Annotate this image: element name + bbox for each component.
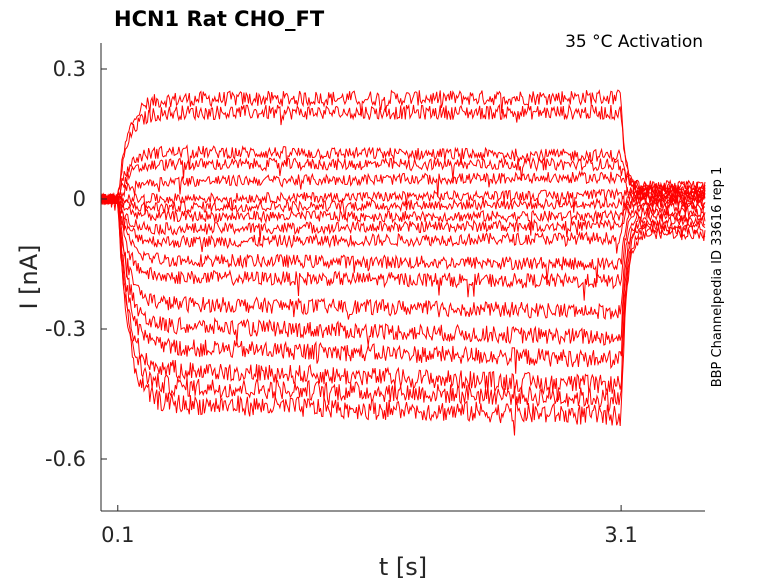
x-tick-label: 0.1: [101, 523, 134, 547]
current-trace-5: [100, 170, 706, 205]
current-trace-11: [100, 192, 706, 283]
current-trace-17: [100, 193, 706, 413]
y-tick-label: -0.6: [45, 447, 86, 471]
y-tick-label: -0.3: [45, 317, 86, 341]
current-trace-18: [100, 194, 706, 436]
current-trace-10: [100, 192, 706, 254]
x-ticks: 0.1 3.1: [101, 505, 638, 547]
current-trace-1: [100, 89, 706, 219]
current-trace-14: [100, 194, 706, 346]
current-trace-4: [100, 156, 706, 205]
y-axis-label: I [nA]: [15, 244, 43, 309]
current-trace-7: [100, 188, 706, 220]
chart-title: HCN1 Rat CHO_FT: [114, 7, 325, 31]
current-trace-16: [100, 195, 706, 403]
current-trace-9: [100, 193, 706, 242]
y-tick-label: 0: [73, 187, 86, 211]
channelpedia-id-note: BBP Channelpedia ID 33616 rep 1: [710, 167, 725, 388]
current-trace-12: [100, 193, 706, 301]
current-trace-3: [100, 144, 706, 208]
temperature-annotation: 35 °C Activation: [565, 32, 703, 52]
y-tick-label: 0.3: [53, 57, 86, 81]
current-traces: [100, 89, 706, 436]
current-trace-13: [100, 194, 706, 321]
plot-area: 0.3 0 -0.3 -0.6 0.1 3.1: [45, 43, 706, 547]
current-trace-6: [100, 183, 706, 215]
y-ticks: 0.3 0 -0.3 -0.6: [45, 57, 107, 471]
x-tick-label: 3.1: [604, 523, 637, 547]
x-axis-label: t [s]: [379, 553, 427, 581]
current-trace-15: [100, 192, 706, 374]
current-trace-8: [100, 188, 706, 236]
current-trace-2: [100, 103, 706, 203]
